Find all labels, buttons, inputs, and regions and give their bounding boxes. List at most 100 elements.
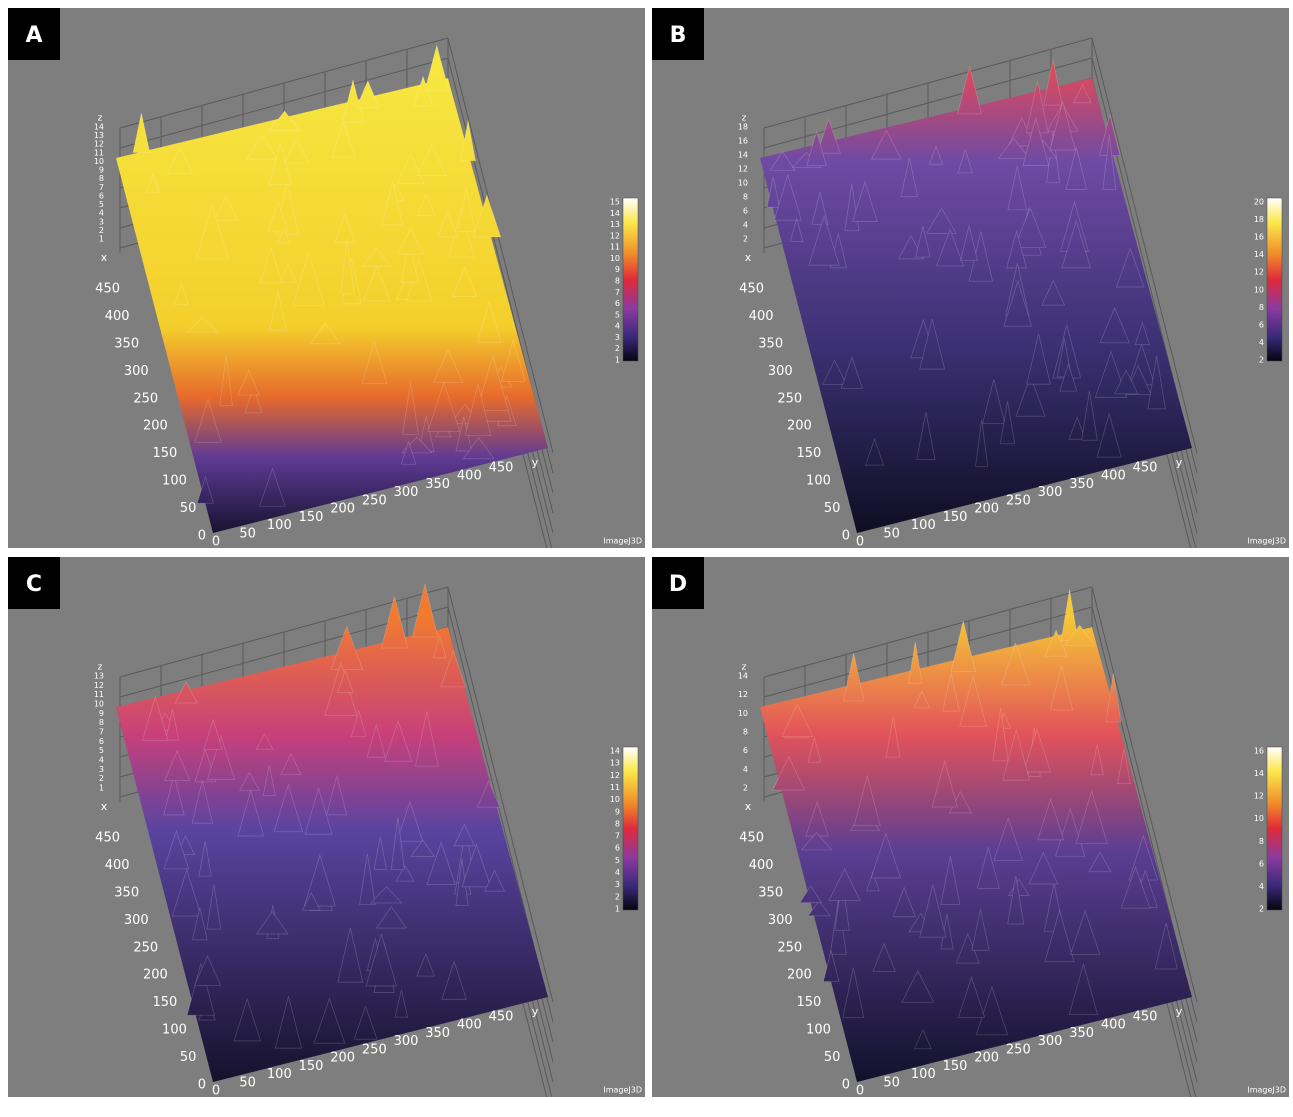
surface-peak	[164, 750, 191, 781]
y-tick-label: 0	[856, 1084, 864, 1098]
x-tick-label: 400	[749, 858, 774, 873]
z-tick-label: 5	[99, 746, 104, 755]
surface-peak	[781, 703, 814, 737]
colorbar-tick-label: 10	[610, 795, 620, 804]
z-tick-label: 14	[738, 672, 748, 681]
surface-peak	[915, 226, 931, 258]
z-tick-label: 10	[738, 709, 748, 718]
z-tick-label: 13	[94, 131, 104, 140]
x-axis-label: x	[101, 800, 108, 813]
z-tick-label: 11	[94, 148, 104, 157]
surface-peak	[440, 650, 467, 688]
y-tick-label: 450	[1133, 461, 1158, 476]
surface-peak	[268, 110, 301, 131]
surface-peak	[304, 786, 333, 835]
surface-peak	[441, 960, 467, 1000]
z-axis-label: z	[742, 114, 747, 124]
surface-peak	[416, 144, 448, 177]
surface-peak	[975, 419, 989, 467]
colorbar-tick-label: 8	[615, 819, 620, 828]
surface-peak	[370, 886, 403, 904]
surface-peak	[400, 239, 419, 283]
z-tick-label: 12	[738, 165, 748, 174]
colorbar-tick-label: 4	[1259, 882, 1264, 891]
colorbar-tick-label: 4	[1259, 338, 1264, 347]
surface-peak	[262, 765, 276, 797]
surface-peak	[476, 354, 509, 411]
surface-peak	[239, 771, 260, 791]
surface-peak	[341, 79, 365, 123]
colorbar-tick-label: 7	[615, 832, 620, 841]
surface-peak	[928, 145, 944, 165]
credit: ImageJ3D	[603, 1086, 642, 1095]
colorbar-tick-label: 14	[1254, 769, 1264, 778]
surface-peak	[971, 909, 990, 951]
colorbar-tick-label: 4	[615, 868, 620, 877]
surface-peak	[171, 868, 202, 917]
y-tick-label: 150	[299, 1059, 324, 1074]
surface-peak	[337, 927, 364, 983]
surface-peak	[165, 708, 180, 741]
surface-peak	[203, 718, 223, 750]
colorbar-tick-label: 10	[1254, 285, 1264, 294]
surface-peak	[375, 906, 407, 929]
surface-peak	[999, 401, 1016, 445]
surface-peak	[1075, 789, 1108, 845]
z-tick-label: 2	[99, 774, 104, 783]
surface-peak	[460, 120, 477, 162]
surface-peak	[1013, 206, 1047, 248]
x-tick-label: 250	[133, 940, 158, 955]
y-axis-label: y	[1176, 456, 1183, 469]
surface-peak	[1099, 306, 1130, 344]
surface-peak	[1068, 416, 1086, 440]
surface-peak	[842, 967, 865, 1018]
surface-peak	[1002, 728, 1031, 781]
credit: ImageJ3D	[1247, 537, 1286, 546]
z-tick-label: 11	[94, 690, 104, 699]
surface-peak	[816, 118, 841, 154]
surface-peak	[259, 467, 286, 507]
colorbar-tick-label: 6	[615, 844, 620, 853]
surface-peak	[925, 207, 957, 234]
box-grid-line	[119, 57, 449, 149]
surface-peak	[1049, 101, 1076, 151]
y-tick-label: 400	[457, 469, 482, 484]
colorbar-tick-label: 13	[610, 759, 620, 768]
panel-label-box	[652, 557, 704, 609]
y-tick-label: 300	[1038, 485, 1063, 500]
surface-peak	[255, 732, 274, 750]
colorbar-tick-label: 1	[615, 356, 620, 365]
colorbar	[622, 746, 639, 911]
surface-peak	[1105, 672, 1122, 723]
surface-peak	[141, 695, 169, 741]
surface-peak	[476, 780, 501, 808]
surface-peak	[340, 238, 355, 295]
y-tick-label: 300	[394, 1034, 419, 1049]
surface-peak	[1061, 219, 1092, 269]
x-tick-label: 200	[143, 419, 168, 434]
surface-peak	[1055, 807, 1086, 857]
colorbar-tick-label: 6	[615, 299, 620, 308]
z-tick-label: 7	[99, 183, 104, 192]
surface-peak	[366, 723, 386, 758]
surface-peak	[1000, 641, 1031, 686]
surface-peak	[1096, 412, 1122, 458]
x-tick-label: 300	[768, 364, 793, 379]
colorbar-tick-label: 12	[1254, 792, 1264, 801]
surface-peak	[1068, 962, 1099, 1016]
surface-peak	[186, 962, 215, 1016]
surface	[116, 78, 548, 533]
x-tick-label: 450	[95, 831, 120, 846]
surface-peak	[274, 996, 303, 1049]
surface-peak	[1065, 147, 1088, 190]
surface-peak	[957, 66, 983, 115]
surface-peak	[313, 997, 346, 1044]
x-tick-label: 150	[797, 995, 822, 1010]
surface-peak	[426, 841, 456, 885]
x-tick-label: 350	[114, 885, 139, 900]
surface-peak	[390, 817, 405, 871]
y-tick-label: 250	[362, 1042, 387, 1057]
surface-peak	[436, 211, 459, 238]
z-tick-label: 8	[743, 193, 748, 202]
surface-peak	[464, 383, 492, 436]
